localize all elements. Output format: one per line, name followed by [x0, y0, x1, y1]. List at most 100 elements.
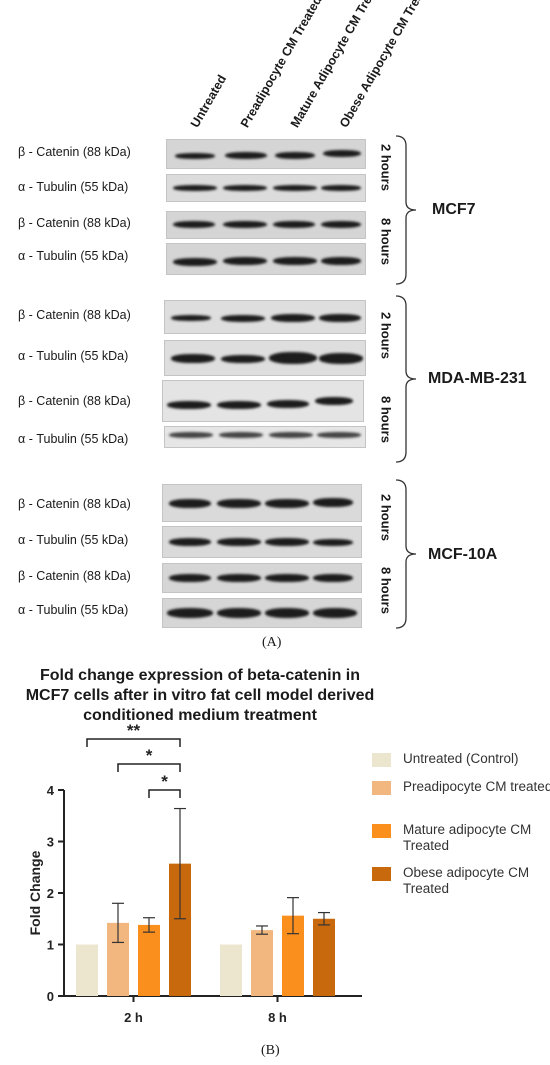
protein-band: [221, 315, 265, 322]
y-axis-label: Fold Change: [27, 850, 43, 935]
row-label-mcf7-2h-catenin: β - Catenin (88 kDa): [18, 145, 131, 159]
blot-strip: [164, 426, 366, 448]
significance-bracket: [148, 789, 181, 798]
blot-strip: [162, 380, 364, 422]
x-tick-label: 2 h: [124, 1010, 143, 1025]
protein-band: [321, 257, 361, 265]
protein-band: [223, 257, 267, 265]
protein-band: [169, 499, 211, 508]
protein-band: [265, 608, 309, 618]
bar: [76, 944, 98, 996]
legend-swatch: [372, 824, 391, 838]
protein-band: [313, 608, 357, 618]
panel-label-b: (B): [261, 1043, 280, 1058]
y-tick-label: 2: [47, 886, 54, 901]
legend-swatch: [372, 781, 391, 795]
protein-band: [313, 574, 353, 582]
blot-strip: [162, 598, 362, 628]
protein-band: [269, 352, 317, 364]
row-label-mcf10a-2h-tubulin: α - Tubulin (55 kDa): [18, 533, 129, 547]
protein-band: [217, 574, 261, 582]
row-label-mda-2h-tubulin: α - Tubulin (55 kDa): [18, 349, 129, 363]
cell-line-mcf7: MCF7: [432, 201, 476, 218]
blot-strip: [162, 526, 362, 558]
protein-band: [169, 432, 213, 438]
legend-item-untreated: Untreated (Control): [372, 751, 550, 767]
protein-band: [171, 354, 215, 363]
bar: [313, 918, 335, 996]
protein-band: [317, 432, 361, 438]
protein-band: [313, 498, 353, 507]
legend-label: Preadipocyte CM treated: [403, 779, 550, 794]
protein-band: [175, 153, 215, 159]
protein-band: [319, 314, 361, 322]
legend-item-obese-adipocyte: Obese adipocyte CM Treated: [372, 865, 550, 897]
legend-item-mature-adipocyte: Mature adipocyte CM Treated: [372, 822, 550, 854]
row-label-mda-8h-catenin: β - Catenin (88 kDa): [18, 394, 131, 408]
row-label-mcf10a-8h-catenin: β - Catenin (88 kDa): [18, 569, 131, 583]
column-header-preadipocyte: Preadipocyte CM Treated: [237, 0, 325, 131]
row-label-mcf7-8h-catenin: β - Catenin (88 kDa): [18, 216, 131, 230]
protein-band: [171, 315, 211, 321]
protein-band: [273, 185, 317, 191]
row-label-mda-8h-tubulin: α - Tubulin (55 kDa): [18, 432, 129, 446]
legend-label: Obese adipocyte CM Treated: [403, 865, 530, 896]
significance-bracket: [117, 763, 181, 772]
bar: [169, 863, 191, 996]
x-tick-label: 8 h: [268, 1010, 287, 1025]
protein-band: [217, 608, 261, 618]
legend-swatch: [372, 867, 391, 881]
significance-marker: **: [127, 721, 141, 740]
legend-item-preadipocyte: Preadipocyte CM treated: [372, 779, 550, 795]
y-tick-label: 1: [47, 938, 54, 953]
y-tick-label: 0: [47, 989, 54, 1004]
protein-band: [265, 499, 309, 508]
bar: [251, 930, 273, 996]
protein-band: [321, 221, 361, 228]
significance-bracket: [86, 738, 181, 747]
protein-band: [217, 538, 261, 546]
time-label-mcf10a-8h: 8 hours: [378, 567, 394, 614]
protein-band: [315, 397, 353, 405]
row-label-mcf7-2h-tubulin: α - Tubulin (55 kDa): [18, 180, 129, 194]
protein-band: [173, 221, 215, 228]
row-label-mcf10a-8h-tubulin: α - Tubulin (55 kDa): [18, 603, 129, 617]
protein-band: [265, 574, 309, 582]
brace-mda-mb-231: [395, 295, 417, 463]
row-label-mcf10a-2h-catenin: β - Catenin (88 kDa): [18, 497, 131, 511]
column-header-untreated: Untreated: [187, 72, 230, 130]
protein-band: [273, 257, 317, 265]
blot-strip: [164, 340, 366, 376]
protein-band: [217, 401, 261, 409]
protein-band: [223, 185, 267, 191]
protein-band: [173, 258, 217, 266]
protein-band: [319, 353, 363, 364]
blot-strip: [162, 563, 362, 593]
time-label-mcf7-8h: 8 hours: [378, 218, 394, 265]
significance-marker: *: [146, 746, 153, 765]
row-label-mcf7-8h-tubulin: α - Tubulin (55 kDa): [18, 249, 129, 263]
time-label-mda-2h: 2 hours: [378, 312, 394, 359]
legend-swatch: [372, 753, 391, 767]
row-label-mda-2h-catenin: β - Catenin (88 kDa): [18, 308, 131, 322]
protein-band: [217, 499, 261, 508]
y-tick-label: 3: [47, 835, 54, 850]
legend-label: Mature adipocyte CM Treated: [403, 822, 532, 853]
protein-band: [271, 314, 315, 322]
protein-band: [167, 608, 213, 618]
chart-title: Fold change expression of beta-catenin i…: [25, 667, 375, 724]
panel-label-a: (A): [262, 635, 282, 650]
protein-band: [265, 538, 309, 546]
blot-strip: [166, 139, 366, 169]
legend-label: Untreated (Control): [403, 751, 519, 766]
protein-band: [173, 185, 217, 191]
protein-band: [273, 221, 315, 228]
protein-band: [219, 432, 263, 438]
blot-strip: [166, 211, 366, 239]
blot-strip: [164, 300, 366, 334]
cell-line-mcf-10a: MCF-10A: [428, 546, 498, 563]
time-label-mcf10a-2h: 2 hours: [378, 494, 394, 541]
protein-band: [313, 539, 353, 546]
bar: [220, 944, 242, 996]
